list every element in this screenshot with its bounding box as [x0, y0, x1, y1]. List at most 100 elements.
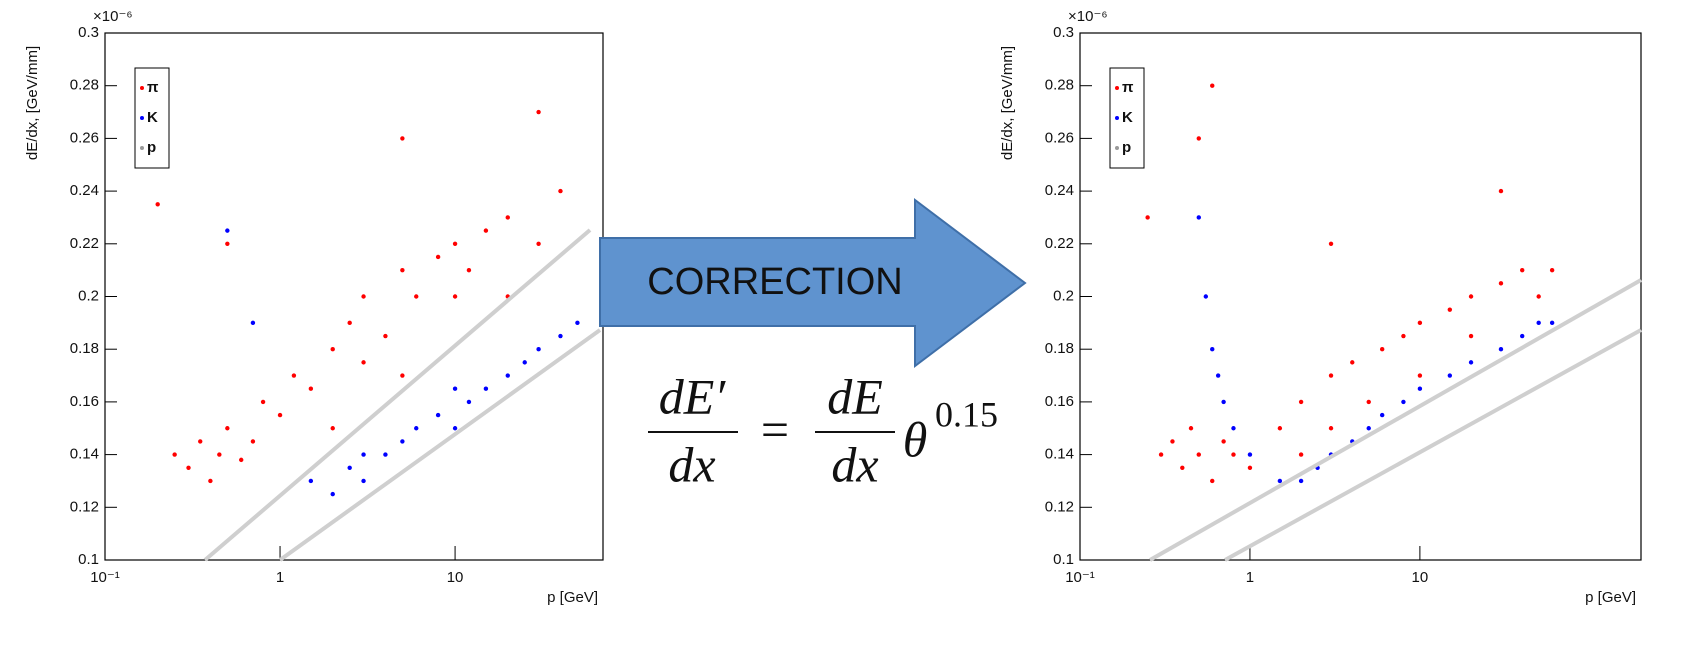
point [1210, 478, 1215, 484]
x-axis-label: p [GeV] [1585, 589, 1636, 606]
point [383, 452, 388, 457]
legend-marker [140, 116, 144, 120]
y-tick-label: 0.3 [78, 24, 99, 41]
formula-text: dx [831, 436, 878, 492]
point [1231, 426, 1236, 431]
formula-text: dx [668, 436, 715, 492]
y-tick-label: 0.24 [1045, 182, 1074, 199]
point [435, 254, 441, 260]
point [277, 412, 283, 418]
point [330, 426, 335, 431]
legend-label: p [1122, 139, 1131, 156]
legend-marker [1115, 146, 1119, 150]
point [330, 491, 335, 497]
legend-marker [140, 86, 144, 90]
point [1196, 215, 1201, 220]
y-tick-label: 0.28 [1045, 77, 1074, 94]
y-tick-label: 0.1 [78, 551, 99, 568]
charts: 0.1 0.12 0.14 0.16 0.18 0.2 0.22 0.24 0.26 0.28 0.… [24, 8, 1642, 606]
point [361, 452, 366, 457]
point [260, 399, 266, 405]
legend-label: K [1122, 109, 1133, 126]
point [1221, 399, 1226, 405]
point [558, 333, 563, 339]
point [522, 360, 527, 365]
y-tick-label: 0.26 [70, 129, 99, 146]
point [536, 241, 541, 246]
point [217, 452, 222, 457]
point [1350, 360, 1355, 365]
point [1366, 399, 1371, 405]
point [1417, 320, 1423, 326]
y-tick-label: 0.3 [1053, 24, 1074, 41]
band-line [203, 228, 592, 562]
point [308, 478, 314, 484]
point [466, 399, 472, 405]
legend-label: π [1122, 79, 1134, 96]
formula-text: dE′ [659, 368, 727, 424]
legend-marker [1115, 116, 1119, 120]
point [1417, 386, 1423, 391]
formula-text: 0.15 [935, 394, 998, 434]
point [1188, 426, 1194, 431]
point [1417, 373, 1423, 378]
point [186, 465, 191, 470]
point [452, 426, 458, 431]
point [1158, 452, 1164, 457]
point [483, 386, 489, 391]
point [347, 320, 352, 326]
point [1298, 452, 1304, 457]
point [1549, 267, 1555, 273]
point [250, 320, 256, 326]
legend-label: π [147, 79, 159, 96]
y-tick-label: 0.14 [70, 446, 99, 463]
point [1468, 333, 1474, 339]
point [1196, 452, 1201, 457]
x-tick-label: 10⁻¹ [1065, 569, 1095, 586]
point [1549, 320, 1555, 326]
point [1180, 465, 1185, 470]
x-axis-label: p [GeV] [547, 589, 598, 606]
point [483, 228, 489, 233]
band-line [278, 328, 602, 562]
y-tick-label: 0.2 [78, 287, 99, 304]
arrow [599, 197, 1027, 369]
y-tick-label: 0.22 [1045, 235, 1074, 252]
point [1328, 426, 1334, 431]
y-tick-label: 0.12 [70, 498, 99, 515]
point [414, 294, 419, 299]
point [452, 241, 458, 246]
point [1247, 465, 1253, 470]
y-tick-label: 0.18 [1045, 340, 1074, 357]
point [1498, 188, 1504, 194]
point [1298, 399, 1304, 405]
point [225, 241, 230, 246]
point [452, 294, 458, 299]
point [361, 478, 366, 484]
point [208, 478, 213, 484]
point [239, 457, 244, 463]
y-axis-label: dE/dx, [GeV/mm] [24, 46, 41, 160]
y-tick-label: 0.22 [70, 235, 99, 252]
y-tick-label: 0.28 [70, 77, 99, 94]
x-tick-label: 10 [447, 569, 464, 586]
formula: dE′ dx = dE dx θ 0.15 [648, 368, 998, 492]
point [1536, 320, 1541, 326]
point [505, 373, 510, 378]
legend-label: p [147, 139, 156, 156]
point [1447, 307, 1453, 312]
point [558, 188, 563, 194]
y-tick-label: 0.18 [70, 340, 99, 357]
band-line [1149, 278, 1642, 562]
point [1366, 426, 1371, 431]
point [400, 136, 405, 141]
y-tick-label: 0.16 [1045, 393, 1074, 410]
y-tick-label: 0.24 [70, 182, 99, 199]
point [1536, 294, 1541, 299]
point [1379, 347, 1385, 352]
point [225, 426, 230, 431]
point [1379, 412, 1385, 418]
point [1520, 267, 1525, 273]
point [536, 347, 541, 352]
point [575, 320, 580, 326]
